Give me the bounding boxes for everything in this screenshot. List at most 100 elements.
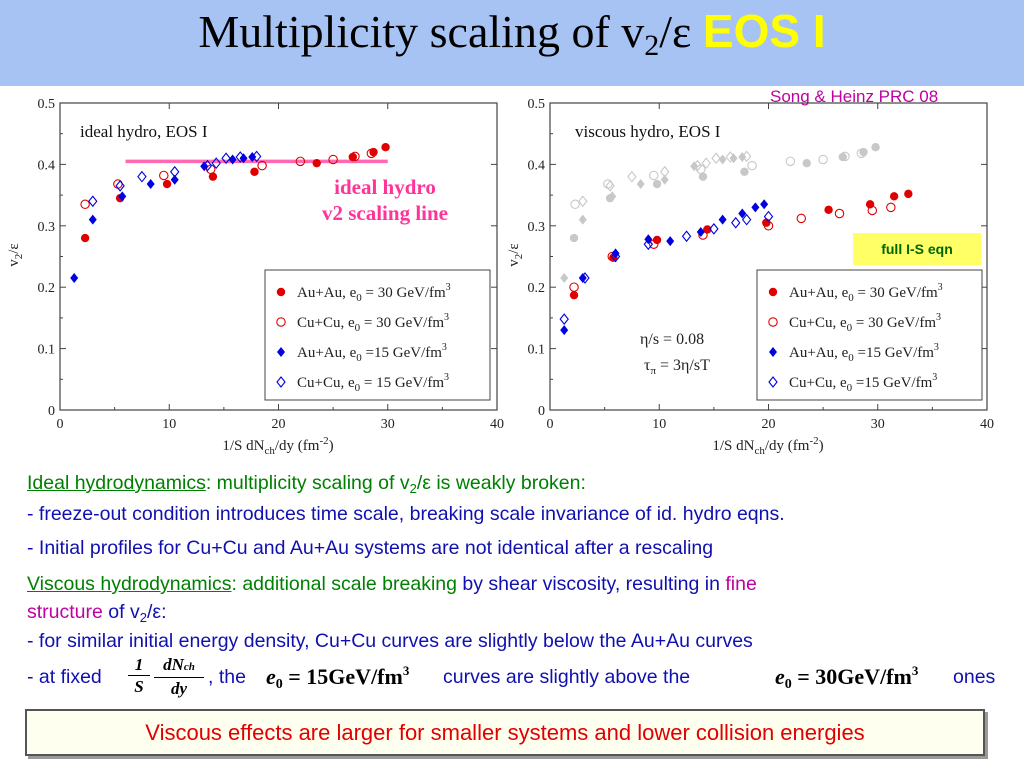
data-point <box>681 230 692 243</box>
data-point <box>643 238 654 251</box>
legend-entry: Au+Au, e0 = 30 GeV/fm3 <box>297 282 451 304</box>
data-point <box>221 152 231 165</box>
data-point <box>235 151 245 163</box>
data-point <box>824 205 833 215</box>
data-point <box>709 222 719 235</box>
data-point <box>170 165 180 178</box>
data-point <box>277 347 285 357</box>
data-point <box>276 317 286 327</box>
data-point <box>312 158 321 168</box>
data-point <box>652 179 662 189</box>
data-point <box>162 179 172 189</box>
data-point <box>785 156 796 167</box>
series-4 <box>559 210 774 326</box>
fraction-one-over-s: 1 S <box>128 655 150 698</box>
data-point <box>840 151 850 162</box>
legend-entry: Au+Au, e0 =15 GeV/fm3 <box>789 342 939 364</box>
equation-30gev: e0 = 30GeV/fm3 <box>775 663 919 692</box>
legend-entry: Cu+Cu, e0 = 30 GeV/fm3 <box>297 312 449 334</box>
data-point <box>159 170 169 181</box>
viscous-line-2: structure of v2/ε: <box>27 601 167 625</box>
data-point <box>276 376 286 388</box>
slide-title: Multiplicity scaling of v2/ε EOS I <box>198 5 826 62</box>
x-tick-label: 10 <box>652 417 666 432</box>
x-tick-label: 10 <box>162 417 176 432</box>
data-point <box>818 154 828 165</box>
data-point <box>605 180 615 192</box>
data-point <box>328 154 338 165</box>
series-6 <box>570 148 867 210</box>
data-point <box>88 195 98 208</box>
y-tick-label: 0.3 <box>528 220 546 235</box>
legend-entry: Cu+Cu, e0 = 15 GeV/fm3 <box>297 372 449 394</box>
y-tick-label: 0.5 <box>528 97 546 112</box>
data-point <box>559 313 569 326</box>
ideal-line-label: ideal hydro <box>334 175 436 199</box>
conclusion-box: Viscous effects are larger for smaller s… <box>25 709 985 756</box>
series-8 <box>578 150 752 208</box>
data-point <box>751 202 760 213</box>
bullet-ones: ones <box>953 666 996 688</box>
legend-entry: Au+Au, e0 = 30 GeV/fm3 <box>789 282 943 304</box>
y-tick-label: 0.2 <box>38 281 56 296</box>
data-point <box>649 170 659 181</box>
tau-pi-annotation: τπ = 3η/sT <box>644 357 710 377</box>
data-point <box>747 160 757 171</box>
data-point <box>718 154 727 165</box>
full-is-label: full I-S eqn <box>853 233 981 265</box>
y-tick-label: 0 <box>538 404 545 419</box>
bullet-fixed: - at fixed <box>27 666 102 688</box>
y-axis-label: v2/ε <box>506 243 525 266</box>
data-point <box>250 167 259 176</box>
y-tick-label: 0.1 <box>38 343 56 358</box>
x-tick-label: 20 <box>762 417 776 432</box>
bullet-initial-profiles: - Initial profiles for Cu+Cu and Au+Au s… <box>27 537 714 559</box>
data-point <box>769 347 777 357</box>
fraction-dnch-dy: dNch dy <box>154 655 204 700</box>
data-point <box>627 170 637 183</box>
charts-area: 0 10 20 30 40 0 0.1 0.2 0.3 0.4 0.5 1/S dNch/dy (fm… <box>6 97 994 457</box>
data-point <box>802 158 811 168</box>
y-tick-label: 0 <box>48 404 55 419</box>
legend-entry: Cu+Cu, e0 =15 GeV/fm3 <box>789 372 937 394</box>
legend: Au+Au, e0 = 30 GeV/fm3 Cu+Cu, e0 = 30 GeV… <box>264 269 491 401</box>
legend-entry: Cu+Cu, e0 = 30 GeV/fm3 <box>789 312 941 334</box>
data-point <box>834 208 845 219</box>
data-point <box>569 233 579 243</box>
data-point <box>569 290 579 300</box>
data-point <box>871 143 880 152</box>
data-point <box>608 191 617 202</box>
viscous-line: Viscous hydrodynamics: additional scale … <box>27 573 757 595</box>
data-point <box>660 174 669 185</box>
eos-label: EOS I <box>702 5 826 57</box>
bullet-the: , the <box>208 666 246 688</box>
series-2 <box>569 202 896 292</box>
y-tick-label: 0.1 <box>528 343 546 358</box>
chart-title: ideal hydro, EOS I <box>80 122 208 141</box>
data-point <box>696 226 705 237</box>
data-point <box>768 287 778 297</box>
data-point <box>560 272 569 283</box>
data-point <box>580 272 590 284</box>
series-2 <box>80 148 377 210</box>
data-point <box>366 148 377 159</box>
reference: Song & Heinz PRC 08 <box>770 87 939 106</box>
y-tick-label: 0.4 <box>528 158 546 173</box>
data-point <box>741 213 752 226</box>
data-point <box>718 214 727 225</box>
data-point <box>350 151 360 162</box>
data-point <box>115 180 125 192</box>
bullet-freeze-out: - freeze-out condition introduces time s… <box>27 503 785 525</box>
data-point <box>170 174 179 185</box>
legend-frame <box>264 269 491 401</box>
y-tick-label: 0.5 <box>38 97 56 112</box>
bullet-cu-cu-below: - for similar initial energy density, Cu… <box>27 630 753 652</box>
title-band <box>0 0 1024 86</box>
data-point <box>381 143 390 152</box>
chart-1: 0 10 20 30 40 0 0.1 0.2 0.3 0.4 0.5 1/S dNch/dy (fm… <box>6 97 504 457</box>
data-point <box>904 189 913 199</box>
eta-s-annotation: η/s = 0.08 <box>640 331 704 348</box>
data-point <box>578 214 587 225</box>
data-point <box>570 199 580 210</box>
data-point <box>70 272 79 283</box>
